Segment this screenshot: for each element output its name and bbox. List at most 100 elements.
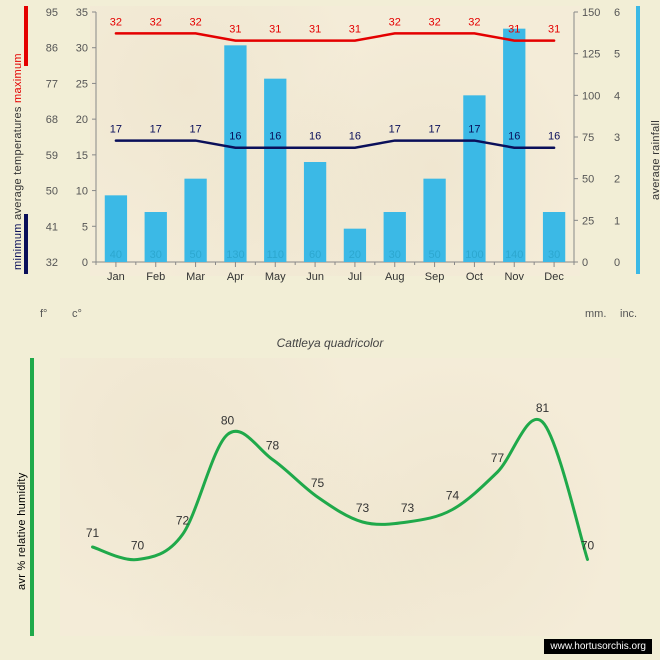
svg-text:32: 32 bbox=[189, 16, 201, 28]
svg-text:May: May bbox=[265, 271, 286, 283]
unit-mm: mm. bbox=[585, 308, 606, 320]
svg-text:74: 74 bbox=[446, 489, 460, 503]
svg-text:Jan: Jan bbox=[107, 271, 125, 283]
unit-c: c° bbox=[72, 308, 82, 320]
svg-text:32: 32 bbox=[150, 16, 162, 28]
svg-text:150: 150 bbox=[582, 7, 600, 19]
svg-text:25: 25 bbox=[76, 78, 88, 90]
lbl-minimum: minimum bbox=[12, 223, 24, 270]
svg-text:86: 86 bbox=[46, 43, 58, 55]
lbl-maximum: maximum bbox=[12, 53, 24, 103]
svg-text:0: 0 bbox=[82, 257, 88, 269]
svg-text:16: 16 bbox=[548, 131, 560, 143]
svg-text:16: 16 bbox=[229, 131, 241, 143]
svg-text:80: 80 bbox=[221, 414, 235, 428]
svg-text:72: 72 bbox=[176, 514, 190, 528]
svg-text:71: 71 bbox=[86, 526, 100, 540]
svg-text:6: 6 bbox=[614, 7, 620, 19]
svg-text:50: 50 bbox=[582, 174, 594, 186]
unit-f: f° bbox=[40, 308, 47, 320]
svg-text:60: 60 bbox=[309, 249, 321, 261]
svg-text:5: 5 bbox=[614, 49, 620, 61]
svg-text:Sep: Sep bbox=[425, 271, 445, 283]
species-title: Cattleya quadricolor bbox=[0, 336, 660, 350]
svg-text:100: 100 bbox=[582, 90, 600, 102]
svg-text:Apr: Apr bbox=[227, 271, 244, 283]
svg-text:100: 100 bbox=[465, 249, 483, 261]
svg-text:59: 59 bbox=[46, 150, 58, 162]
svg-text:110: 110 bbox=[266, 249, 284, 261]
svg-text:73: 73 bbox=[401, 501, 415, 515]
svg-text:50: 50 bbox=[428, 249, 440, 261]
svg-text:1: 1 bbox=[614, 215, 620, 227]
svg-text:Jun: Jun bbox=[306, 271, 324, 283]
svg-text:17: 17 bbox=[150, 124, 162, 136]
svg-text:Nov: Nov bbox=[504, 271, 524, 283]
svg-text:125: 125 bbox=[582, 49, 600, 61]
svg-text:70: 70 bbox=[131, 539, 145, 553]
svg-text:77: 77 bbox=[46, 78, 58, 90]
min-connector bbox=[24, 214, 28, 274]
svg-text:2: 2 bbox=[614, 174, 620, 186]
svg-text:32: 32 bbox=[468, 16, 480, 28]
svg-text:68: 68 bbox=[46, 114, 58, 126]
humidity-chart: 717072807875737374778170 bbox=[0, 352, 660, 652]
svg-text:32: 32 bbox=[46, 257, 58, 269]
svg-text:30: 30 bbox=[548, 249, 560, 261]
svg-text:5: 5 bbox=[82, 221, 88, 233]
svg-text:70: 70 bbox=[581, 539, 595, 553]
svg-text:0: 0 bbox=[582, 257, 588, 269]
svg-text:Jul: Jul bbox=[348, 271, 362, 283]
svg-text:32: 32 bbox=[389, 16, 401, 28]
svg-text:73: 73 bbox=[356, 501, 370, 515]
climate-chart: JanFebMarAprMayJunJulAugSepOctNovDec0510… bbox=[0, 0, 660, 316]
svg-text:4: 4 bbox=[614, 90, 620, 102]
svg-text:31: 31 bbox=[229, 24, 241, 36]
svg-text:Mar: Mar bbox=[186, 271, 205, 283]
svg-text:25: 25 bbox=[582, 215, 594, 227]
svg-text:17: 17 bbox=[110, 124, 122, 136]
svg-text:16: 16 bbox=[349, 131, 361, 143]
svg-text:50: 50 bbox=[46, 186, 58, 198]
humidity-axis-label: avr % relative humidity bbox=[16, 472, 28, 590]
svg-text:17: 17 bbox=[428, 124, 440, 136]
svg-text:32: 32 bbox=[110, 16, 122, 28]
svg-text:30: 30 bbox=[76, 43, 88, 55]
svg-text:75: 75 bbox=[582, 132, 594, 144]
svg-text:130: 130 bbox=[226, 249, 244, 261]
svg-text:16: 16 bbox=[269, 131, 281, 143]
svg-text:Oct: Oct bbox=[466, 271, 483, 283]
svg-text:0: 0 bbox=[614, 257, 620, 269]
svg-text:31: 31 bbox=[269, 24, 281, 36]
svg-text:Feb: Feb bbox=[146, 271, 165, 283]
rainfall-axis-label: average rainfall bbox=[650, 120, 660, 200]
svg-text:77: 77 bbox=[491, 451, 505, 465]
unit-in: inc. bbox=[620, 308, 637, 320]
svg-text:16: 16 bbox=[309, 131, 321, 143]
svg-text:75: 75 bbox=[311, 476, 325, 490]
svg-text:81: 81 bbox=[536, 401, 550, 415]
svg-text:50: 50 bbox=[189, 249, 201, 261]
svg-text:10: 10 bbox=[76, 186, 88, 198]
rain-connector bbox=[636, 6, 640, 274]
svg-text:41: 41 bbox=[46, 221, 58, 233]
temp-axis-label: minimum average temperatures maximum bbox=[12, 53, 24, 270]
max-connector bbox=[24, 6, 28, 66]
humidity-connector bbox=[30, 358, 34, 636]
svg-text:140: 140 bbox=[505, 249, 523, 261]
svg-text:17: 17 bbox=[189, 124, 201, 136]
svg-text:Dec: Dec bbox=[544, 271, 564, 283]
svg-text:31: 31 bbox=[548, 24, 560, 36]
svg-text:15: 15 bbox=[76, 150, 88, 162]
svg-text:40: 40 bbox=[110, 249, 122, 261]
svg-text:Aug: Aug bbox=[385, 271, 405, 283]
lbl-avg-temp: average temperatures bbox=[12, 103, 24, 220]
svg-text:17: 17 bbox=[468, 124, 480, 136]
svg-text:20: 20 bbox=[76, 114, 88, 126]
svg-text:16: 16 bbox=[508, 131, 520, 143]
svg-text:30: 30 bbox=[389, 249, 401, 261]
svg-text:30: 30 bbox=[150, 249, 162, 261]
svg-text:31: 31 bbox=[508, 24, 520, 36]
svg-text:31: 31 bbox=[309, 24, 321, 36]
svg-text:3: 3 bbox=[614, 132, 620, 144]
